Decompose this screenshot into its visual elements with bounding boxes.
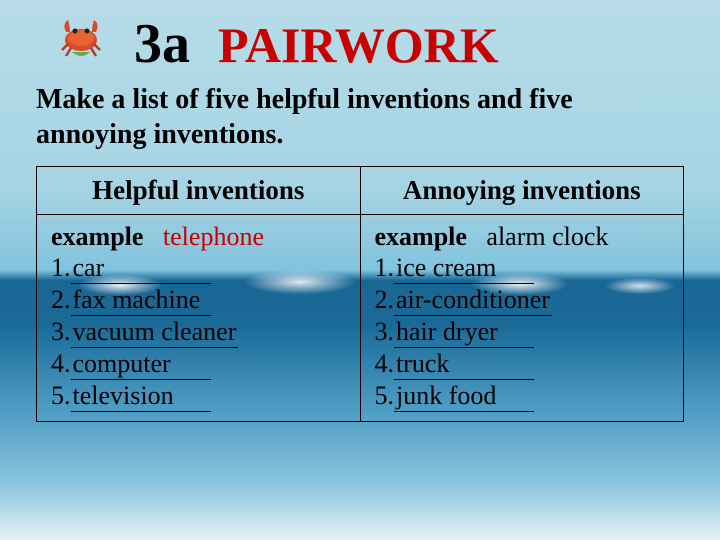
blank-field: television bbox=[71, 381, 211, 412]
slide: 3a PAIRWORK Make a list of five helpful … bbox=[0, 0, 720, 540]
example-label: example bbox=[375, 222, 467, 251]
list-item: 2. air-conditioner bbox=[375, 285, 672, 316]
section-label: 3a bbox=[134, 12, 190, 76]
list-item: 1. ice cream bbox=[375, 253, 672, 284]
list-item: 1. car bbox=[51, 253, 348, 284]
blank-field: vacuum cleaner bbox=[71, 317, 239, 348]
page-title: PAIRWORK bbox=[218, 16, 499, 74]
crab-icon bbox=[56, 12, 106, 62]
col-annoying-heading: Annoying inventions bbox=[360, 167, 684, 215]
blank-field: hair dryer bbox=[394, 317, 534, 348]
list-item: 2. fax machine bbox=[51, 285, 348, 316]
blank-field: air-conditioner bbox=[394, 285, 552, 316]
list-item: 5. junk food bbox=[375, 381, 672, 412]
inventions-table: Helpful inventions Annoying inventions e… bbox=[36, 166, 684, 422]
helpful-cell: example telephone 1. car 2. fax machine … bbox=[37, 215, 361, 422]
annoying-cell: example alarm clock 1. ice cream 2. air-… bbox=[360, 215, 684, 422]
blank-field: fax machine bbox=[71, 285, 211, 316]
example-value: telephone bbox=[163, 222, 264, 251]
header: 3a PAIRWORK bbox=[56, 12, 684, 76]
blank-field: truck bbox=[394, 349, 534, 380]
blank-field: ice cream bbox=[394, 253, 534, 284]
blank-field: car bbox=[71, 253, 211, 284]
instruction-text: Make a list of five helpful inventions a… bbox=[36, 82, 684, 152]
blank-field: junk food bbox=[394, 381, 534, 412]
example-value: alarm clock bbox=[486, 222, 608, 251]
example-row: example alarm clock bbox=[375, 222, 672, 252]
example-label: example bbox=[51, 222, 143, 251]
list-item: 3. vacuum cleaner bbox=[51, 317, 348, 348]
list-item: 4. truck bbox=[375, 349, 672, 380]
blank-field: computer bbox=[71, 349, 211, 380]
col-helpful-heading: Helpful inventions bbox=[37, 167, 361, 215]
list-item: 5. television bbox=[51, 381, 348, 412]
example-row: example telephone bbox=[51, 222, 348, 252]
list-item: 4. computer bbox=[51, 349, 348, 380]
list-item: 3. hair dryer bbox=[375, 317, 672, 348]
